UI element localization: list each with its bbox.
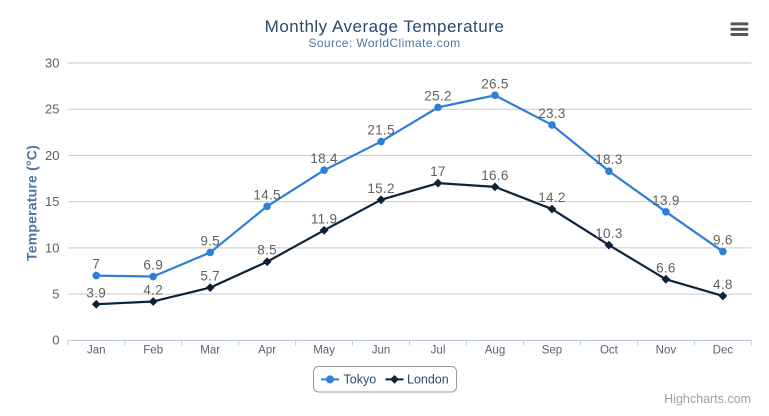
svg-text:3.9: 3.9 bbox=[86, 285, 106, 300]
svg-text:25.2: 25.2 bbox=[424, 88, 451, 103]
svg-text:9.6: 9.6 bbox=[713, 233, 733, 248]
svg-text:9.5: 9.5 bbox=[200, 233, 220, 248]
svg-text:Source: WorldClimate.com: Source: WorldClimate.com bbox=[308, 36, 460, 50]
svg-text:Sep: Sep bbox=[542, 345, 562, 357]
svg-text:26.5: 26.5 bbox=[481, 76, 508, 91]
svg-text:Mar: Mar bbox=[200, 345, 220, 357]
svg-text:16.6: 16.6 bbox=[481, 168, 508, 183]
svg-text:May: May bbox=[313, 345, 335, 357]
svg-text:17: 17 bbox=[430, 164, 446, 179]
svg-text:Monthly Average Temperature: Monthly Average Temperature bbox=[265, 17, 505, 36]
svg-text:13.9: 13.9 bbox=[652, 193, 679, 208]
svg-text:18.4: 18.4 bbox=[310, 151, 338, 166]
svg-text:Oct: Oct bbox=[600, 345, 619, 357]
svg-text:4.8: 4.8 bbox=[713, 277, 733, 292]
svg-text:Dec: Dec bbox=[713, 345, 734, 357]
svg-text:Temperature (°C): Temperature (°C) bbox=[24, 145, 40, 261]
svg-text:Jun: Jun bbox=[372, 345, 391, 357]
svg-text:5: 5 bbox=[52, 286, 59, 301]
svg-text:14.5: 14.5 bbox=[253, 187, 280, 202]
svg-text:21.5: 21.5 bbox=[367, 123, 394, 138]
svg-text:23.3: 23.3 bbox=[538, 106, 565, 121]
svg-text:Tokyo: Tokyo bbox=[344, 373, 377, 387]
svg-text:15: 15 bbox=[45, 194, 59, 209]
svg-text:Feb: Feb bbox=[143, 345, 163, 357]
svg-text:0: 0 bbox=[52, 333, 59, 348]
svg-text:15.2: 15.2 bbox=[367, 181, 394, 196]
svg-text:8.5: 8.5 bbox=[257, 243, 277, 258]
svg-text:10: 10 bbox=[45, 240, 59, 255]
svg-text:Jan: Jan bbox=[87, 345, 106, 357]
svg-text:25: 25 bbox=[45, 102, 59, 117]
svg-text:18.3: 18.3 bbox=[595, 152, 622, 167]
svg-text:Jul: Jul bbox=[431, 345, 446, 357]
svg-text:London: London bbox=[407, 373, 449, 387]
svg-text:6.6: 6.6 bbox=[656, 260, 676, 275]
svg-text:30: 30 bbox=[45, 55, 59, 70]
svg-text:Aug: Aug bbox=[485, 345, 505, 357]
svg-text:14.2: 14.2 bbox=[538, 190, 565, 205]
svg-text:5.7: 5.7 bbox=[200, 269, 220, 284]
svg-text:Apr: Apr bbox=[258, 345, 276, 357]
svg-text:7: 7 bbox=[92, 257, 100, 272]
svg-text:Highcharts.com: Highcharts.com bbox=[664, 392, 751, 406]
svg-text:4.2: 4.2 bbox=[143, 282, 163, 297]
svg-text:10.3: 10.3 bbox=[595, 226, 622, 241]
svg-text:20: 20 bbox=[45, 148, 59, 163]
svg-text:6.9: 6.9 bbox=[143, 258, 163, 273]
svg-text:Nov: Nov bbox=[656, 345, 677, 357]
svg-text:11.9: 11.9 bbox=[311, 211, 337, 226]
